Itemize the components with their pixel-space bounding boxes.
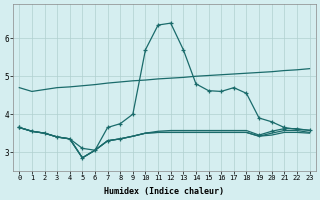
X-axis label: Humidex (Indice chaleur): Humidex (Indice chaleur)	[104, 187, 224, 196]
